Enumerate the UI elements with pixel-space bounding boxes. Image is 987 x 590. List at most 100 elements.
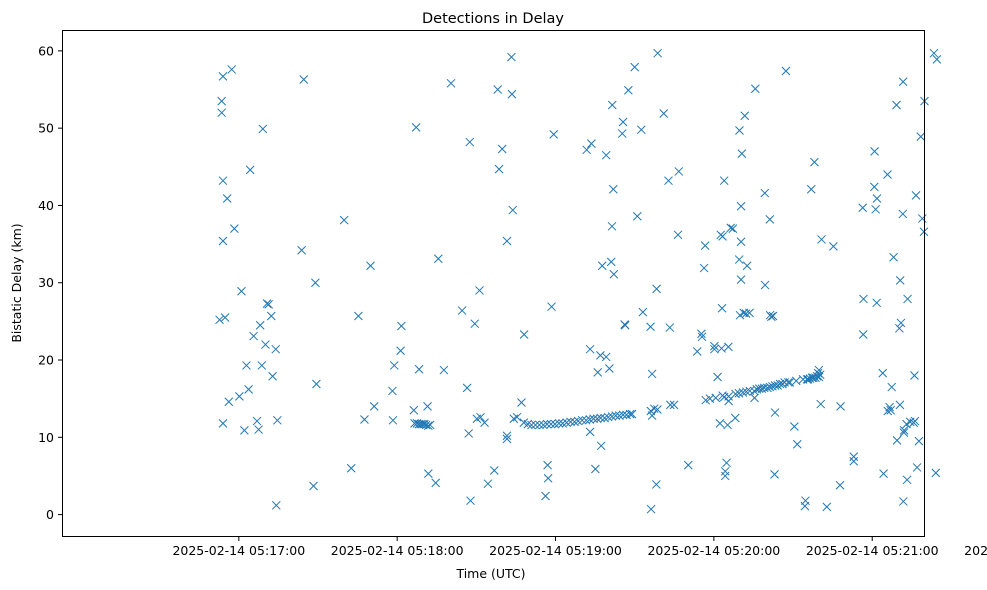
data-point bbox=[271, 344, 281, 354]
data-point bbox=[916, 132, 926, 142]
data-points bbox=[215, 48, 942, 514]
data-point bbox=[476, 412, 485, 422]
data-point bbox=[497, 144, 507, 154]
data-point bbox=[697, 332, 707, 342]
data-point bbox=[466, 496, 475, 506]
data-point bbox=[617, 129, 627, 138]
data-point bbox=[543, 460, 552, 470]
data-point bbox=[653, 48, 663, 58]
data-point bbox=[886, 405, 896, 415]
data-point bbox=[835, 480, 845, 490]
data-point bbox=[218, 236, 228, 246]
data-point bbox=[605, 364, 614, 373]
data-point bbox=[815, 370, 825, 380]
data-point bbox=[446, 78, 456, 88]
data-point bbox=[577, 415, 587, 425]
data-point bbox=[566, 417, 575, 427]
data-point bbox=[773, 381, 783, 390]
data-point bbox=[738, 388, 748, 397]
data-point bbox=[899, 497, 908, 506]
data-point bbox=[582, 145, 592, 155]
data-point bbox=[266, 311, 276, 321]
data-point bbox=[745, 386, 755, 396]
data-point bbox=[872, 298, 882, 308]
data-point bbox=[885, 402, 894, 412]
x-tick-label: 2025-02-14 05:20:00 bbox=[647, 543, 780, 558]
data-point bbox=[810, 157, 819, 167]
data-point bbox=[673, 230, 683, 240]
data-point bbox=[457, 306, 467, 315]
data-point bbox=[480, 418, 489, 427]
data-point bbox=[872, 194, 882, 203]
data-point bbox=[898, 209, 908, 219]
data-point bbox=[409, 405, 419, 415]
data-point bbox=[339, 215, 349, 225]
data-point bbox=[396, 346, 405, 356]
data-point bbox=[433, 254, 443, 264]
data-point bbox=[669, 400, 679, 410]
data-point bbox=[768, 311, 778, 321]
data-point bbox=[731, 389, 740, 399]
data-point bbox=[611, 411, 621, 421]
data-point bbox=[734, 255, 744, 264]
data-point bbox=[736, 275, 746, 284]
data-point bbox=[765, 214, 775, 224]
data-point bbox=[423, 402, 432, 411]
data-point bbox=[366, 261, 375, 271]
data-point bbox=[931, 468, 941, 478]
data-point bbox=[607, 221, 617, 231]
data-point bbox=[781, 66, 791, 76]
data-point bbox=[542, 419, 552, 429]
data-point bbox=[493, 85, 503, 94]
data-point bbox=[625, 409, 635, 419]
data-point bbox=[596, 351, 605, 360]
y-axis-ticks: 0 10 20 30 40 50 60 bbox=[38, 43, 62, 522]
data-point bbox=[258, 124, 268, 134]
data-point bbox=[741, 387, 751, 397]
data-point bbox=[767, 312, 776, 322]
data-point bbox=[892, 436, 902, 445]
data-point bbox=[652, 284, 661, 294]
data-point bbox=[822, 502, 832, 512]
data-point bbox=[601, 150, 611, 160]
data-point bbox=[919, 227, 929, 237]
data-point bbox=[710, 344, 719, 354]
data-point bbox=[535, 420, 544, 430]
data-point bbox=[724, 342, 733, 352]
data-point bbox=[632, 211, 642, 221]
data-point bbox=[606, 257, 616, 267]
data-point bbox=[859, 294, 868, 304]
data-point bbox=[609, 269, 619, 279]
data-point bbox=[647, 411, 657, 421]
data-point bbox=[878, 368, 888, 378]
data-point bbox=[715, 419, 725, 428]
data-point bbox=[585, 344, 595, 354]
data-point bbox=[596, 413, 606, 423]
data-point bbox=[699, 263, 709, 273]
data-point bbox=[465, 137, 475, 147]
data-point bbox=[630, 62, 640, 72]
x-tick-label: 2025-02-14 05:21:00 bbox=[806, 543, 939, 558]
data-point bbox=[523, 419, 533, 429]
data-point bbox=[527, 420, 536, 430]
data-point bbox=[735, 126, 744, 135]
data-point bbox=[736, 237, 746, 247]
data-point bbox=[439, 365, 449, 375]
data-point bbox=[829, 242, 838, 251]
data-point bbox=[423, 421, 433, 431]
data-point bbox=[783, 378, 793, 387]
data-point bbox=[397, 321, 406, 331]
data-point bbox=[425, 420, 435, 430]
data-point bbox=[388, 415, 398, 425]
data-point bbox=[647, 369, 657, 379]
data-point bbox=[354, 311, 363, 321]
data-point bbox=[792, 439, 802, 449]
data-point bbox=[760, 280, 770, 290]
data-point bbox=[502, 434, 512, 444]
data-point bbox=[664, 176, 673, 186]
data-point bbox=[311, 278, 320, 288]
data-point bbox=[249, 331, 258, 341]
data-point bbox=[871, 204, 881, 214]
data-point bbox=[543, 473, 553, 483]
